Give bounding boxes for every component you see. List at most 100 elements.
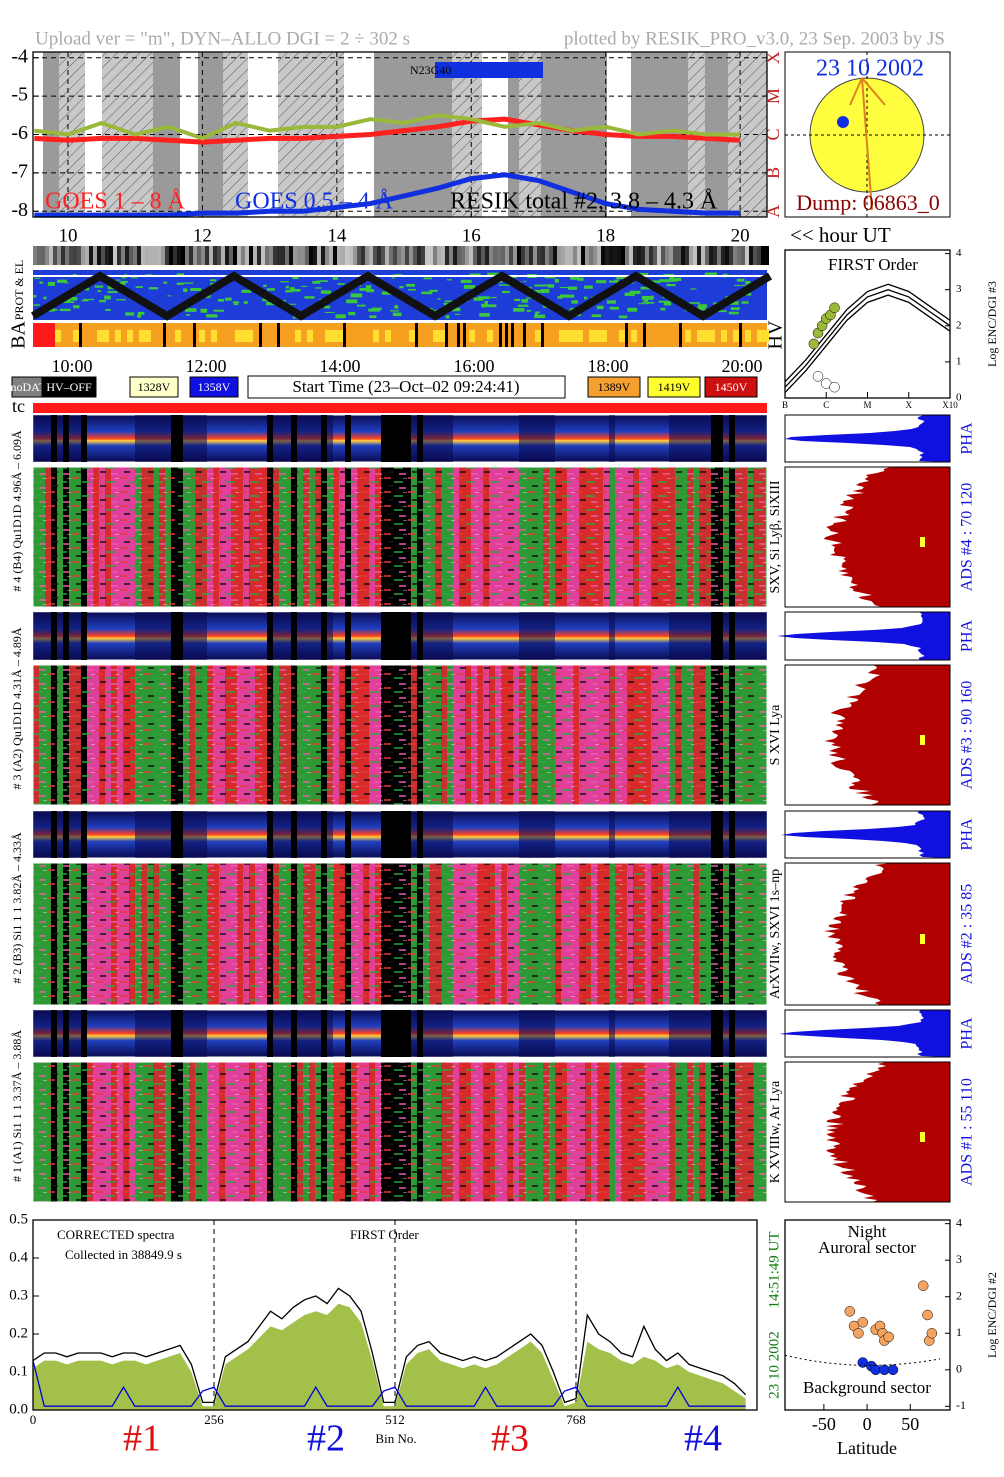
prot-noise bbox=[565, 294, 575, 298]
pha-dim bbox=[273, 1010, 279, 1057]
pha-dim bbox=[195, 811, 201, 858]
pha-dim bbox=[327, 811, 333, 858]
pha-dim bbox=[549, 1010, 555, 1057]
prot-noise bbox=[312, 281, 321, 284]
pha-dim bbox=[543, 612, 549, 660]
line-label: S XVI Lya bbox=[768, 704, 783, 765]
pha-dim bbox=[141, 612, 147, 660]
pha-gap bbox=[81, 612, 87, 660]
time-strip bbox=[117, 246, 121, 265]
time-strip bbox=[213, 246, 217, 265]
prot-noise bbox=[186, 314, 191, 316]
prot-noise bbox=[567, 286, 578, 290]
plot-frame bbox=[32, 51, 768, 218]
pha-dim bbox=[135, 415, 141, 462]
x-tick-label: 0 bbox=[863, 1414, 872, 1434]
detector-label: # 3 (A2) Qu1D1D 4.31Å – 4.89Å bbox=[10, 627, 24, 789]
prot-noise bbox=[715, 310, 727, 313]
time-strip bbox=[169, 246, 173, 265]
x-tick-label: B bbox=[782, 400, 788, 410]
point bbox=[853, 1328, 864, 1339]
prot-noise bbox=[99, 299, 106, 303]
time-strip bbox=[765, 246, 769, 265]
prot-noise bbox=[125, 312, 135, 316]
pha-dim bbox=[153, 415, 159, 462]
pha-profile bbox=[778, 1010, 950, 1057]
time-strip bbox=[717, 246, 721, 265]
pha-dim bbox=[759, 811, 765, 858]
pha-dim bbox=[33, 415, 39, 462]
x-tick-label: X10 bbox=[942, 400, 958, 410]
pha-dim bbox=[705, 612, 711, 660]
prot-noise bbox=[591, 314, 602, 318]
hv-label: HV bbox=[765, 320, 787, 349]
time-strip bbox=[285, 246, 289, 265]
annotation-bar bbox=[435, 62, 543, 78]
ads-box bbox=[784, 862, 951, 1006]
pha-dim bbox=[195, 612, 201, 660]
pha-dim bbox=[147, 1010, 153, 1057]
time-strip bbox=[265, 246, 269, 265]
prot-noise bbox=[554, 278, 559, 283]
x-tick-label: 20 bbox=[731, 225, 750, 246]
pha-dim bbox=[165, 612, 171, 660]
prot-noise bbox=[163, 281, 168, 284]
time-strip bbox=[153, 246, 157, 265]
ba-gap bbox=[679, 323, 682, 347]
ba-seg bbox=[685, 330, 691, 342]
ba-seg bbox=[439, 330, 445, 342]
pha-gap bbox=[717, 612, 723, 660]
time-strip bbox=[93, 246, 97, 265]
time-strip bbox=[193, 246, 197, 265]
pha-dim bbox=[297, 811, 303, 858]
pha-dim bbox=[735, 415, 741, 462]
prot-noise bbox=[541, 284, 549, 287]
time-strip bbox=[409, 246, 413, 265]
y-tick-label: 1 bbox=[956, 355, 962, 367]
prot-noise bbox=[53, 308, 58, 311]
ba-seg bbox=[709, 330, 715, 342]
prot-noise bbox=[224, 297, 232, 301]
time-strip bbox=[613, 246, 617, 265]
time-strip bbox=[681, 246, 685, 265]
time-strip bbox=[401, 246, 405, 265]
prot-noise bbox=[583, 296, 588, 300]
ba-seg bbox=[247, 330, 253, 342]
time-strip bbox=[173, 246, 177, 265]
pha-gap bbox=[177, 811, 183, 858]
ba-gap bbox=[511, 323, 514, 347]
pha-dim bbox=[75, 612, 81, 660]
ba-gap bbox=[643, 323, 646, 347]
prot-noise bbox=[368, 308, 381, 312]
prot-noise bbox=[391, 277, 396, 279]
prot-noise bbox=[285, 289, 293, 293]
time-strip bbox=[301, 246, 305, 265]
prot-noise bbox=[105, 308, 111, 311]
sun-line bbox=[849, 77, 863, 106]
pha-dim bbox=[201, 612, 207, 660]
pha-dim bbox=[57, 612, 63, 660]
pha-dim bbox=[681, 415, 687, 462]
ba-seg bbox=[757, 330, 763, 342]
ba-seg bbox=[373, 330, 379, 342]
prot-noise bbox=[696, 307, 706, 311]
pha-dim bbox=[765, 415, 767, 462]
pha-gap bbox=[63, 811, 69, 858]
ba-seg bbox=[733, 330, 739, 342]
pha-gap bbox=[81, 415, 87, 462]
time-strip bbox=[601, 246, 605, 265]
pha-gap bbox=[171, 415, 177, 462]
prot-noise bbox=[104, 295, 111, 300]
ba-gap bbox=[79, 323, 82, 347]
ba-seg bbox=[631, 330, 637, 342]
pha-dim bbox=[537, 612, 543, 660]
time-strip bbox=[545, 246, 549, 265]
pha-gap bbox=[291, 1010, 297, 1057]
time-strip bbox=[161, 246, 165, 265]
pha-gap bbox=[63, 612, 69, 660]
ba-seg bbox=[487, 330, 493, 342]
prot-noise bbox=[559, 294, 569, 298]
pha-dim bbox=[75, 1010, 81, 1057]
pha-dim bbox=[315, 612, 321, 660]
